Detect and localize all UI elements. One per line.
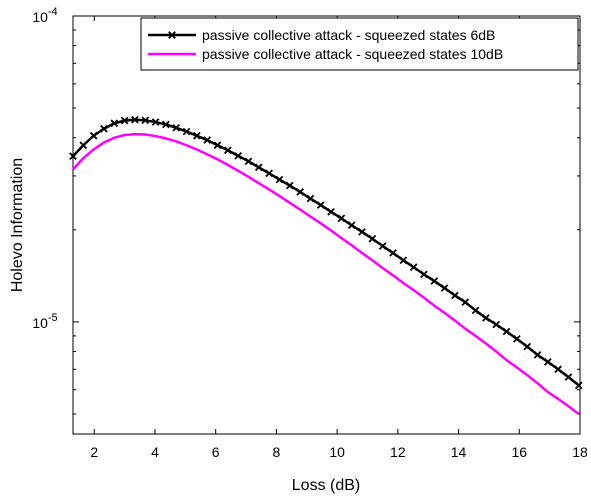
data-point-marker [120,116,129,125]
data-point-marker [182,127,191,136]
data-point-marker [574,381,583,390]
data-point-marker [213,141,222,150]
data-point-marker [141,116,150,125]
data-point-marker [100,124,108,133]
y-tick-base: 10 [32,315,48,331]
data-point-marker [564,373,573,381]
data-point-marker [285,181,294,190]
data-point-marker [69,152,77,161]
legend-entry: passive collective attack - squeezed sta… [148,46,503,62]
legend-marker [168,31,176,39]
series-1 [69,115,583,390]
data-point-marker [234,152,242,160]
data-point-marker [513,335,521,343]
data-point-marker [389,249,397,257]
data-point-marker [131,115,139,124]
data-point-marker [151,118,160,126]
legend: passive collective attack - squeezed sta… [140,17,579,71]
legend-label: passive collective attack - squeezed sta… [202,46,503,62]
data-point-marker [430,277,439,285]
data-point-marker [254,163,263,172]
y-tick-label: 10-4 [32,6,57,25]
data-point-marker [420,270,428,279]
data-point-marker [358,227,366,236]
data-point-marker [223,146,232,155]
data-point-marker [502,327,511,336]
x-tick-label: 12 [390,444,406,460]
x-axis-label: Loss (dB) [292,477,360,494]
data-point-marker [275,175,284,184]
data-point-marker [461,298,470,307]
y-tick-label: 10-5 [32,312,57,331]
series-2 [72,132,580,415]
x-tick-label: 2 [90,444,98,460]
x-tick-label: 4 [151,444,159,460]
data-point-marker [440,284,449,292]
data-point-marker [399,256,408,265]
series-line [72,132,580,415]
x-tick-label: 10 [329,444,345,460]
x-axis: 2 4 6 8 10 12 14 16 18 [90,16,588,460]
data-point-marker [244,157,253,166]
data-point-marker [162,120,170,129]
data-point-marker [378,242,387,250]
data-point-marker [79,141,88,150]
x-tick-label: 8 [273,444,281,460]
x-tick-label: 6 [212,444,220,460]
data-point-marker [482,314,490,322]
data-point-marker [306,194,315,203]
data-point-marker [451,291,459,300]
y-axis: 10-510-4 [32,6,580,415]
data-point-marker [110,119,119,128]
x-tick-label: 14 [451,444,467,460]
legend-label: passive collective attack - squeezed sta… [202,27,495,43]
data-point-marker [492,320,501,329]
data-point-marker [543,358,552,366]
data-point-marker [296,188,304,196]
data-point-marker [368,234,377,243]
data-point-marker [172,123,181,132]
y-tick-base: 10 [32,9,48,25]
data-point-marker [409,263,418,271]
data-point-marker [327,207,335,216]
series-layer [69,115,583,415]
data-point-marker [471,306,480,315]
data-point-marker [316,201,325,209]
x-tick-label: 16 [511,444,527,460]
plot-area [72,15,581,435]
data-point-marker [203,136,212,144]
data-point-marker [265,169,273,178]
y-tick-exponent: -5 [48,312,58,324]
y-tick-exponent: -4 [48,6,58,18]
data-point-marker [554,365,562,374]
legend-box [140,17,579,71]
data-point-marker [337,214,346,223]
legend-entry: passive collective attack - squeezed sta… [148,27,495,43]
data-point-marker [533,351,542,359]
y-axis-label: Holevo Information [9,158,26,292]
data-point-marker [89,131,98,140]
x-tick-label: 18 [572,444,588,460]
data-point-marker [523,342,532,351]
data-point-marker [193,131,201,140]
data-point-marker [347,221,356,230]
